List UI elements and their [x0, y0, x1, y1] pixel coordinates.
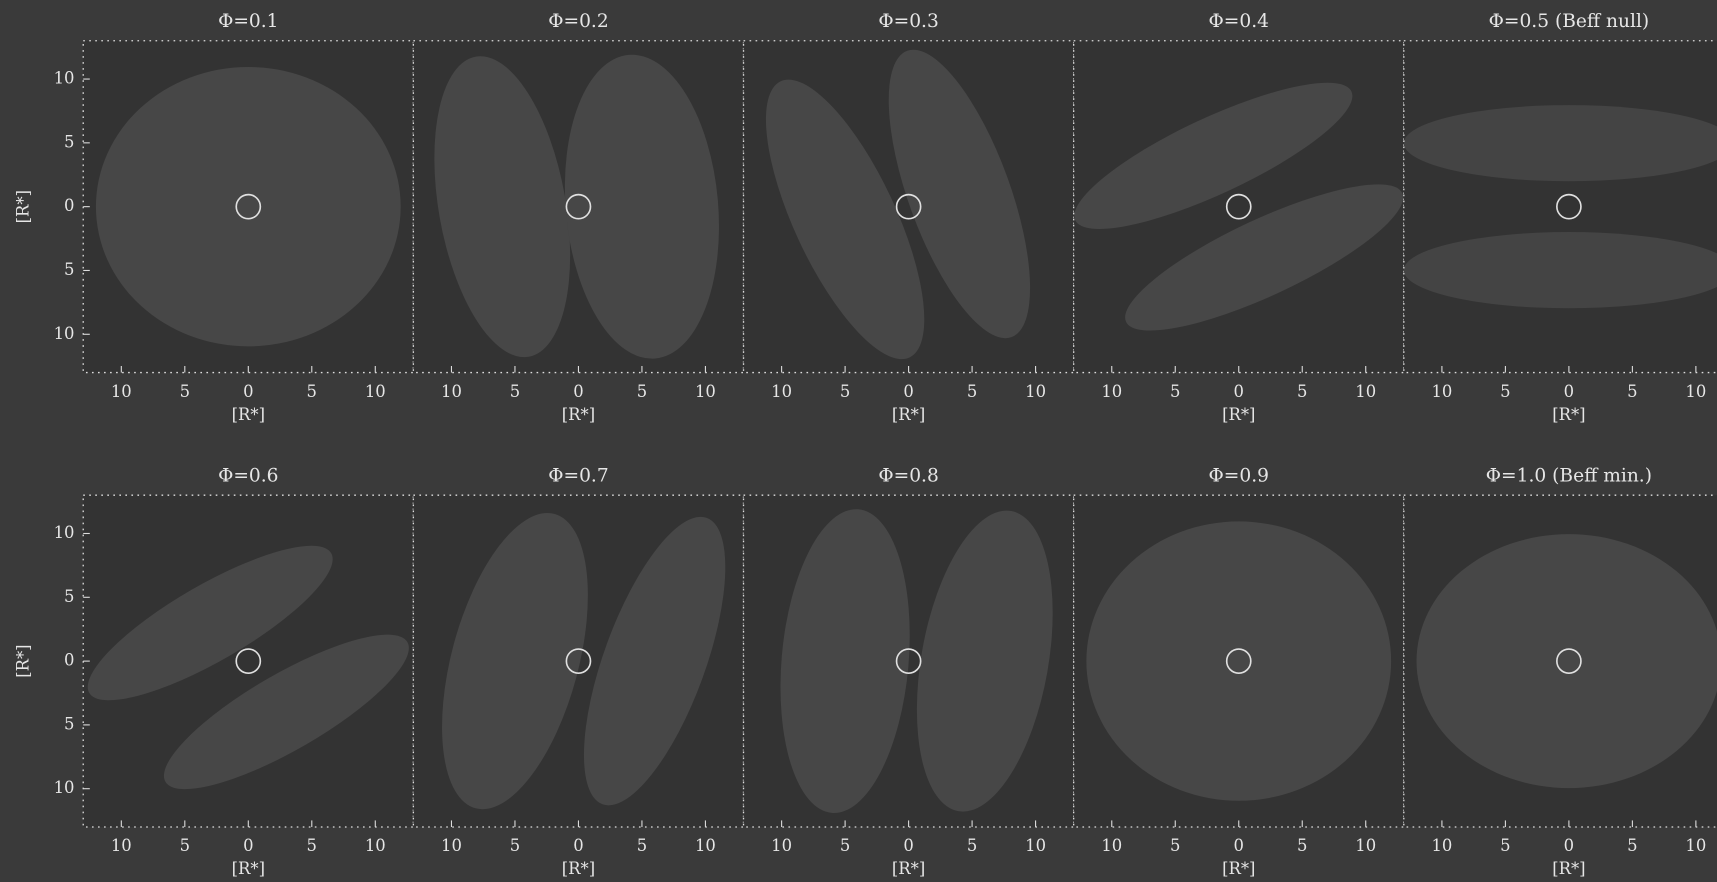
x-tick-label: 10 [1431, 382, 1452, 401]
x-tick-label: 5 [510, 382, 520, 401]
panel: Φ=0.9 10 5 0 5 10 [R*] [1074, 466, 1404, 879]
x-tick-label: 0 [903, 382, 913, 401]
x-axis-label: [R*] [892, 405, 925, 424]
x-tick-label: 5 [1627, 836, 1637, 855]
x-tick-label: 10 [1685, 836, 1706, 855]
x-axis-label: [R*] [1552, 859, 1585, 878]
x-tick-label: 5 [967, 836, 977, 855]
x-tick-label: 0 [903, 836, 913, 855]
x-axis-label: [R*] [232, 405, 265, 424]
y-tick-label: 5 [64, 260, 74, 279]
panel-title: Φ=1.0 (Beff min.) [1486, 466, 1652, 487]
x-axis-label: [R*] [1222, 405, 1255, 424]
emission-region [1417, 534, 1717, 788]
x-tick-label: 10 [771, 836, 792, 855]
x-tick-label: 10 [365, 836, 386, 855]
x-tick-label: 5 [1297, 382, 1307, 401]
x-tick-label: 5 [637, 382, 647, 401]
figure: Φ=0.1 10 5 0 5 10 [R*] 10 5 0 5 10 [R*] Φ=0.2 10 5 0 5 10 [… [0, 0, 1717, 882]
x-tick-label: 10 [1025, 836, 1046, 855]
x-tick-label: 5 [1170, 382, 1180, 401]
y-tick-label: 0 [64, 651, 74, 670]
x-tick-label: 10 [771, 382, 792, 401]
x-tick-label: 5 [307, 382, 317, 401]
x-tick-label: 10 [1101, 836, 1122, 855]
x-tick-label: 10 [365, 382, 386, 401]
panel: Φ=0.7 10 5 0 5 10 [R*] [413, 466, 754, 879]
x-tick-label: 5 [1500, 836, 1510, 855]
x-axis-label: [R*] [232, 859, 265, 878]
x-tick-label: 10 [695, 836, 716, 855]
x-tick-label: 0 [1564, 382, 1574, 401]
panel-title: Φ=0.2 [548, 11, 608, 32]
x-axis-label: [R*] [1552, 405, 1585, 424]
y-tick-label: 10 [54, 324, 75, 343]
panel: Φ=0.3 10 5 0 5 10 [R*] [735, 11, 1074, 424]
x-tick-label: 5 [180, 836, 190, 855]
y-tick-label: 5 [64, 132, 74, 151]
x-tick-label: 5 [307, 836, 317, 855]
emission-region [96, 67, 401, 346]
x-tick-label: 5 [967, 382, 977, 401]
panel: Φ=0.5 (Beff null) 10 5 0 5 10 [R*] [1404, 11, 1717, 424]
panel-title: Φ=0.1 [218, 11, 278, 32]
x-tick-label: 10 [441, 382, 462, 401]
x-tick-label: 0 [1564, 836, 1574, 855]
y-tick-label: 10 [54, 778, 75, 797]
x-tick-label: 5 [637, 836, 647, 855]
x-tick-label: 10 [1025, 382, 1046, 401]
x-tick-label: 10 [1101, 382, 1122, 401]
y-tick-label: 10 [54, 523, 75, 542]
panel: Φ=1.0 (Beff min.) 10 5 0 5 10 [R*] [1404, 466, 1717, 879]
x-axis-label: [R*] [562, 859, 595, 878]
x-tick-label: 5 [180, 382, 190, 401]
x-tick-label: 5 [840, 382, 850, 401]
x-tick-label: 0 [1234, 382, 1244, 401]
panel-title: Φ=0.9 [1209, 466, 1269, 487]
x-tick-label: 10 [1431, 836, 1452, 855]
panel-title: Φ=0.8 [878, 466, 938, 487]
x-axis-label: [R*] [1222, 859, 1255, 878]
x-axis-label: [R*] [562, 405, 595, 424]
y-tick-label: 0 [64, 196, 74, 215]
page: Φ=0.1 10 5 0 5 10 [R*] 10 5 0 5 10 [R*] Φ=0.2 10 5 0 5 10 [… [0, 0, 1717, 882]
x-tick-label: 10 [1355, 382, 1376, 401]
y-tick-label: 5 [64, 714, 74, 733]
x-tick-label: 10 [441, 836, 462, 855]
x-tick-label: 10 [111, 382, 132, 401]
panel-image [1404, 41, 1717, 373]
x-tick-label: 10 [695, 382, 716, 401]
panel: Φ=0.2 10 5 0 5 10 [R*] [413, 11, 743, 424]
y-axis-label: [R*] [14, 644, 33, 677]
y-tick-label: 5 [64, 587, 74, 606]
panel-title: Φ=0.7 [548, 466, 608, 487]
x-tick-label: 5 [1500, 382, 1510, 401]
x-tick-label: 0 [1234, 836, 1244, 855]
x-tick-label: 5 [1170, 836, 1180, 855]
x-tick-label: 5 [1297, 836, 1307, 855]
panel: Φ=0.4 10 5 0 5 10 [R*] [1059, 11, 1418, 424]
x-tick-label: 0 [573, 836, 583, 855]
panel-title: Φ=0.5 (Beff null) [1489, 11, 1650, 32]
x-tick-label: 5 [510, 836, 520, 855]
x-tick-label: 10 [111, 836, 132, 855]
x-tick-label: 10 [1355, 836, 1376, 855]
x-tick-label: 0 [243, 382, 253, 401]
y-axis-label: [R*] [14, 190, 33, 223]
x-tick-label: 10 [1685, 382, 1706, 401]
panel-title: Φ=0.4 [1209, 11, 1269, 32]
panel-title: Φ=0.6 [218, 466, 278, 487]
x-tick-label: 0 [243, 836, 253, 855]
y-tick-label: 10 [54, 69, 75, 88]
x-tick-label: 5 [840, 836, 850, 855]
x-axis-label: [R*] [892, 859, 925, 878]
x-tick-label: 5 [1627, 382, 1637, 401]
panel: Φ=0.8 10 5 0 5 10 [R*] [744, 466, 1074, 879]
emission-region [1086, 521, 1391, 800]
panel-title: Φ=0.3 [878, 11, 938, 32]
x-tick-label: 0 [573, 382, 583, 401]
